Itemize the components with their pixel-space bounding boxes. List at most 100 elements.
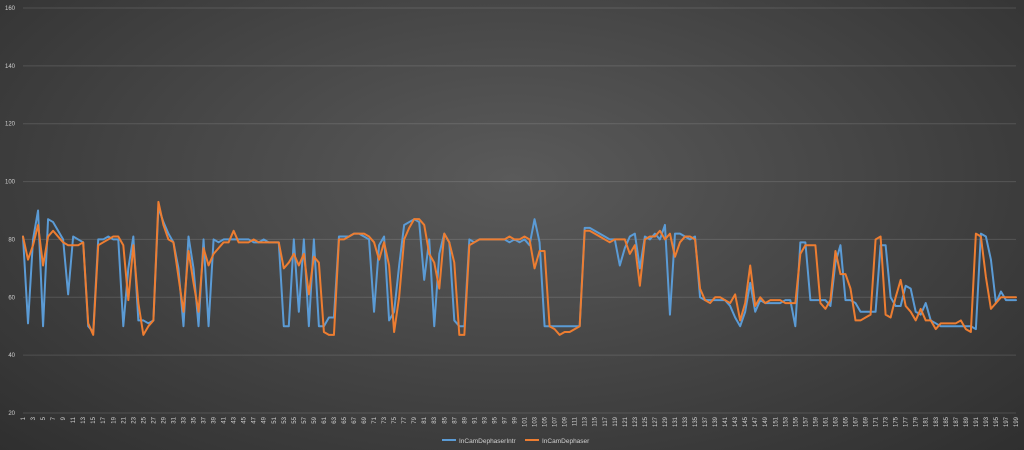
x-tick-label: 31 bbox=[171, 416, 177, 423]
x-tick-label: 191 bbox=[974, 416, 980, 427]
x-tick-label: 137 bbox=[703, 416, 709, 427]
x-tick-label: 21 bbox=[121, 416, 127, 423]
x-tick-label: 165 bbox=[843, 416, 849, 427]
x-tick-label: 51 bbox=[272, 416, 278, 423]
x-tick-label: 143 bbox=[733, 416, 739, 427]
y-tick-label: 120 bbox=[5, 122, 16, 128]
x-tick-label: 181 bbox=[924, 416, 930, 427]
x-tick-label: 99 bbox=[512, 416, 518, 423]
x-tick-label: 173 bbox=[884, 416, 890, 427]
x-tick-label: 135 bbox=[693, 416, 699, 427]
x-tick-label: 125 bbox=[643, 416, 649, 427]
x-tick-label: 75 bbox=[392, 416, 398, 423]
x-tick-label: 175 bbox=[894, 416, 900, 427]
x-tick-label: 129 bbox=[663, 416, 669, 427]
x-tick-label: 39 bbox=[212, 416, 218, 423]
x-tick-label: 79 bbox=[412, 416, 418, 423]
x-tick-label: 131 bbox=[673, 416, 679, 427]
x-tick-label: 29 bbox=[161, 416, 167, 423]
x-tick-label: 187 bbox=[954, 416, 960, 427]
x-tick-label: 159 bbox=[813, 416, 819, 427]
series-line-2 bbox=[22, 200, 1017, 336]
x-tick-label: 195 bbox=[994, 416, 1000, 427]
x-tick-label: 153 bbox=[783, 416, 789, 427]
x-axis-tick-labels: 1 3 5 7 9 11 13 15 17 19 21 23 25 27 29 31 33 35 37 39 41 43 4… bbox=[21, 416, 1020, 427]
x-tick-label: 55 bbox=[292, 416, 298, 423]
x-tick-label: 193 bbox=[984, 416, 990, 427]
y-tick-label: 60 bbox=[8, 295, 15, 301]
x-tick-label: 105 bbox=[543, 416, 549, 427]
x-tick-label: 33 bbox=[181, 416, 187, 423]
x-tick-label: 37 bbox=[202, 416, 208, 423]
x-tick-label: 87 bbox=[452, 416, 458, 423]
x-tick-label: 179 bbox=[914, 416, 920, 427]
x-tick-label: 17 bbox=[101, 416, 107, 423]
series-lines bbox=[22, 200, 1017, 336]
x-tick-label: 67 bbox=[352, 416, 358, 423]
x-tick-label: 147 bbox=[753, 416, 759, 427]
x-tick-label: 73 bbox=[382, 416, 388, 423]
x-tick-label: 93 bbox=[482, 416, 488, 423]
x-tick-label: 127 bbox=[653, 416, 659, 427]
x-tick-label: 185 bbox=[944, 416, 950, 427]
x-tick-label: 169 bbox=[864, 416, 870, 427]
x-tick-label: 151 bbox=[773, 416, 779, 427]
x-tick-label: 199 bbox=[1014, 416, 1020, 427]
x-tick-label: 95 bbox=[492, 416, 498, 423]
x-tick-label: 13 bbox=[81, 416, 87, 423]
x-tick-label: 139 bbox=[713, 416, 719, 427]
x-tick-label: 109 bbox=[563, 416, 569, 427]
x-tick-label: 61 bbox=[322, 416, 328, 423]
x-tick-label: 35 bbox=[192, 416, 198, 423]
x-tick-label: 77 bbox=[402, 416, 408, 423]
x-tick-label: 53 bbox=[282, 416, 288, 423]
x-tick-label: 117 bbox=[603, 416, 609, 426]
x-tick-label: 171 bbox=[874, 416, 880, 427]
x-tick-label: 41 bbox=[222, 416, 228, 423]
x-tick-label: 149 bbox=[763, 416, 769, 427]
y-tick-label: 80 bbox=[8, 237, 15, 243]
x-tick-label: 19 bbox=[111, 416, 117, 423]
x-tick-label: 177 bbox=[904, 416, 910, 427]
x-tick-label: 119 bbox=[613, 416, 619, 426]
x-tick-label: 45 bbox=[242, 416, 248, 423]
x-tick-label: 123 bbox=[633, 416, 639, 427]
x-tick-label: 27 bbox=[151, 416, 157, 423]
x-tick-label: 103 bbox=[533, 416, 539, 427]
x-tick-label: 69 bbox=[362, 416, 368, 423]
x-tick-label: 183 bbox=[934, 416, 940, 427]
x-tick-label: 197 bbox=[1004, 416, 1010, 427]
y-tick-label: 160 bbox=[5, 6, 16, 12]
x-tick-label: 63 bbox=[332, 416, 338, 423]
y-tick-label: 20 bbox=[8, 411, 15, 417]
x-tick-label: 163 bbox=[833, 416, 839, 427]
x-tick-label: 65 bbox=[342, 416, 348, 423]
x-tick-label: 23 bbox=[131, 416, 137, 423]
x-tick-label: 113 bbox=[583, 416, 589, 426]
x-tick-label: 161 bbox=[823, 416, 829, 427]
x-tick-label: 9 bbox=[61, 416, 67, 420]
x-tick-label: 25 bbox=[141, 416, 147, 423]
x-tick-label: 107 bbox=[553, 416, 559, 427]
x-tick-label: 97 bbox=[502, 416, 508, 423]
x-tick-label: 91 bbox=[472, 416, 478, 423]
x-tick-label: 83 bbox=[432, 416, 438, 423]
x-tick-label: 189 bbox=[964, 416, 970, 427]
y-axis-tick-labels: 20 40 60 80 100 120 140 160 bbox=[5, 6, 16, 417]
x-tick-label: 7 bbox=[51, 416, 57, 420]
x-tick-label: 121 bbox=[623, 416, 629, 427]
legend: InCamDephaserIntr InCamDephaser bbox=[442, 438, 590, 445]
x-tick-label: 133 bbox=[683, 416, 689, 427]
x-tick-label: 49 bbox=[262, 416, 268, 423]
x-tick-label: 141 bbox=[723, 416, 729, 427]
x-tick-label: 59 bbox=[312, 416, 318, 423]
x-tick-label: 47 bbox=[252, 416, 258, 423]
x-tick-label: 11 bbox=[71, 416, 77, 423]
x-tick-label: 43 bbox=[232, 416, 238, 423]
x-tick-label: 3 bbox=[31, 416, 37, 420]
y-tick-label: 40 bbox=[8, 353, 15, 359]
x-tick-label: 5 bbox=[41, 416, 47, 420]
x-tick-label: 115 bbox=[593, 416, 599, 426]
x-tick-label: 167 bbox=[854, 416, 860, 427]
